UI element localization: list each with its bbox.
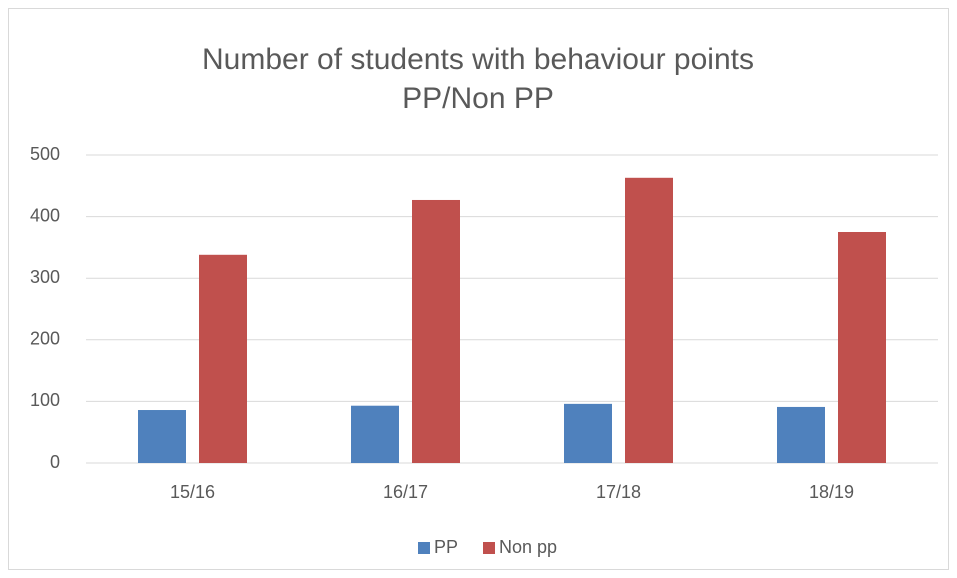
y-tick-label: 100 [30, 390, 60, 410]
legend-label: PP [434, 537, 458, 557]
chart-title: Number of students with behaviour points [202, 43, 754, 76]
bar [777, 406, 825, 463]
bar [199, 254, 247, 463]
y-tick-label: 500 [30, 144, 60, 164]
y-tick-label: 400 [30, 205, 60, 225]
x-tick-label: 17/18 [596, 482, 641, 502]
bar [351, 405, 399, 463]
x-tick-label: 18/19 [809, 482, 854, 502]
chart-border [8, 8, 949, 570]
legend-swatch [483, 542, 495, 554]
y-tick-label: 300 [30, 267, 60, 287]
chart-title: PP/Non PP [402, 82, 554, 115]
legend-swatch [418, 542, 430, 554]
bar [838, 232, 886, 463]
bar [138, 410, 186, 463]
y-tick-label: 200 [30, 329, 60, 349]
x-tick-label: 16/17 [383, 482, 428, 502]
legend-label: Non pp [499, 537, 557, 557]
y-tick-label: 0 [50, 452, 60, 472]
x-tick-label: 15/16 [170, 482, 215, 502]
bar [412, 199, 460, 463]
bar [625, 177, 673, 464]
bar [564, 403, 612, 463]
